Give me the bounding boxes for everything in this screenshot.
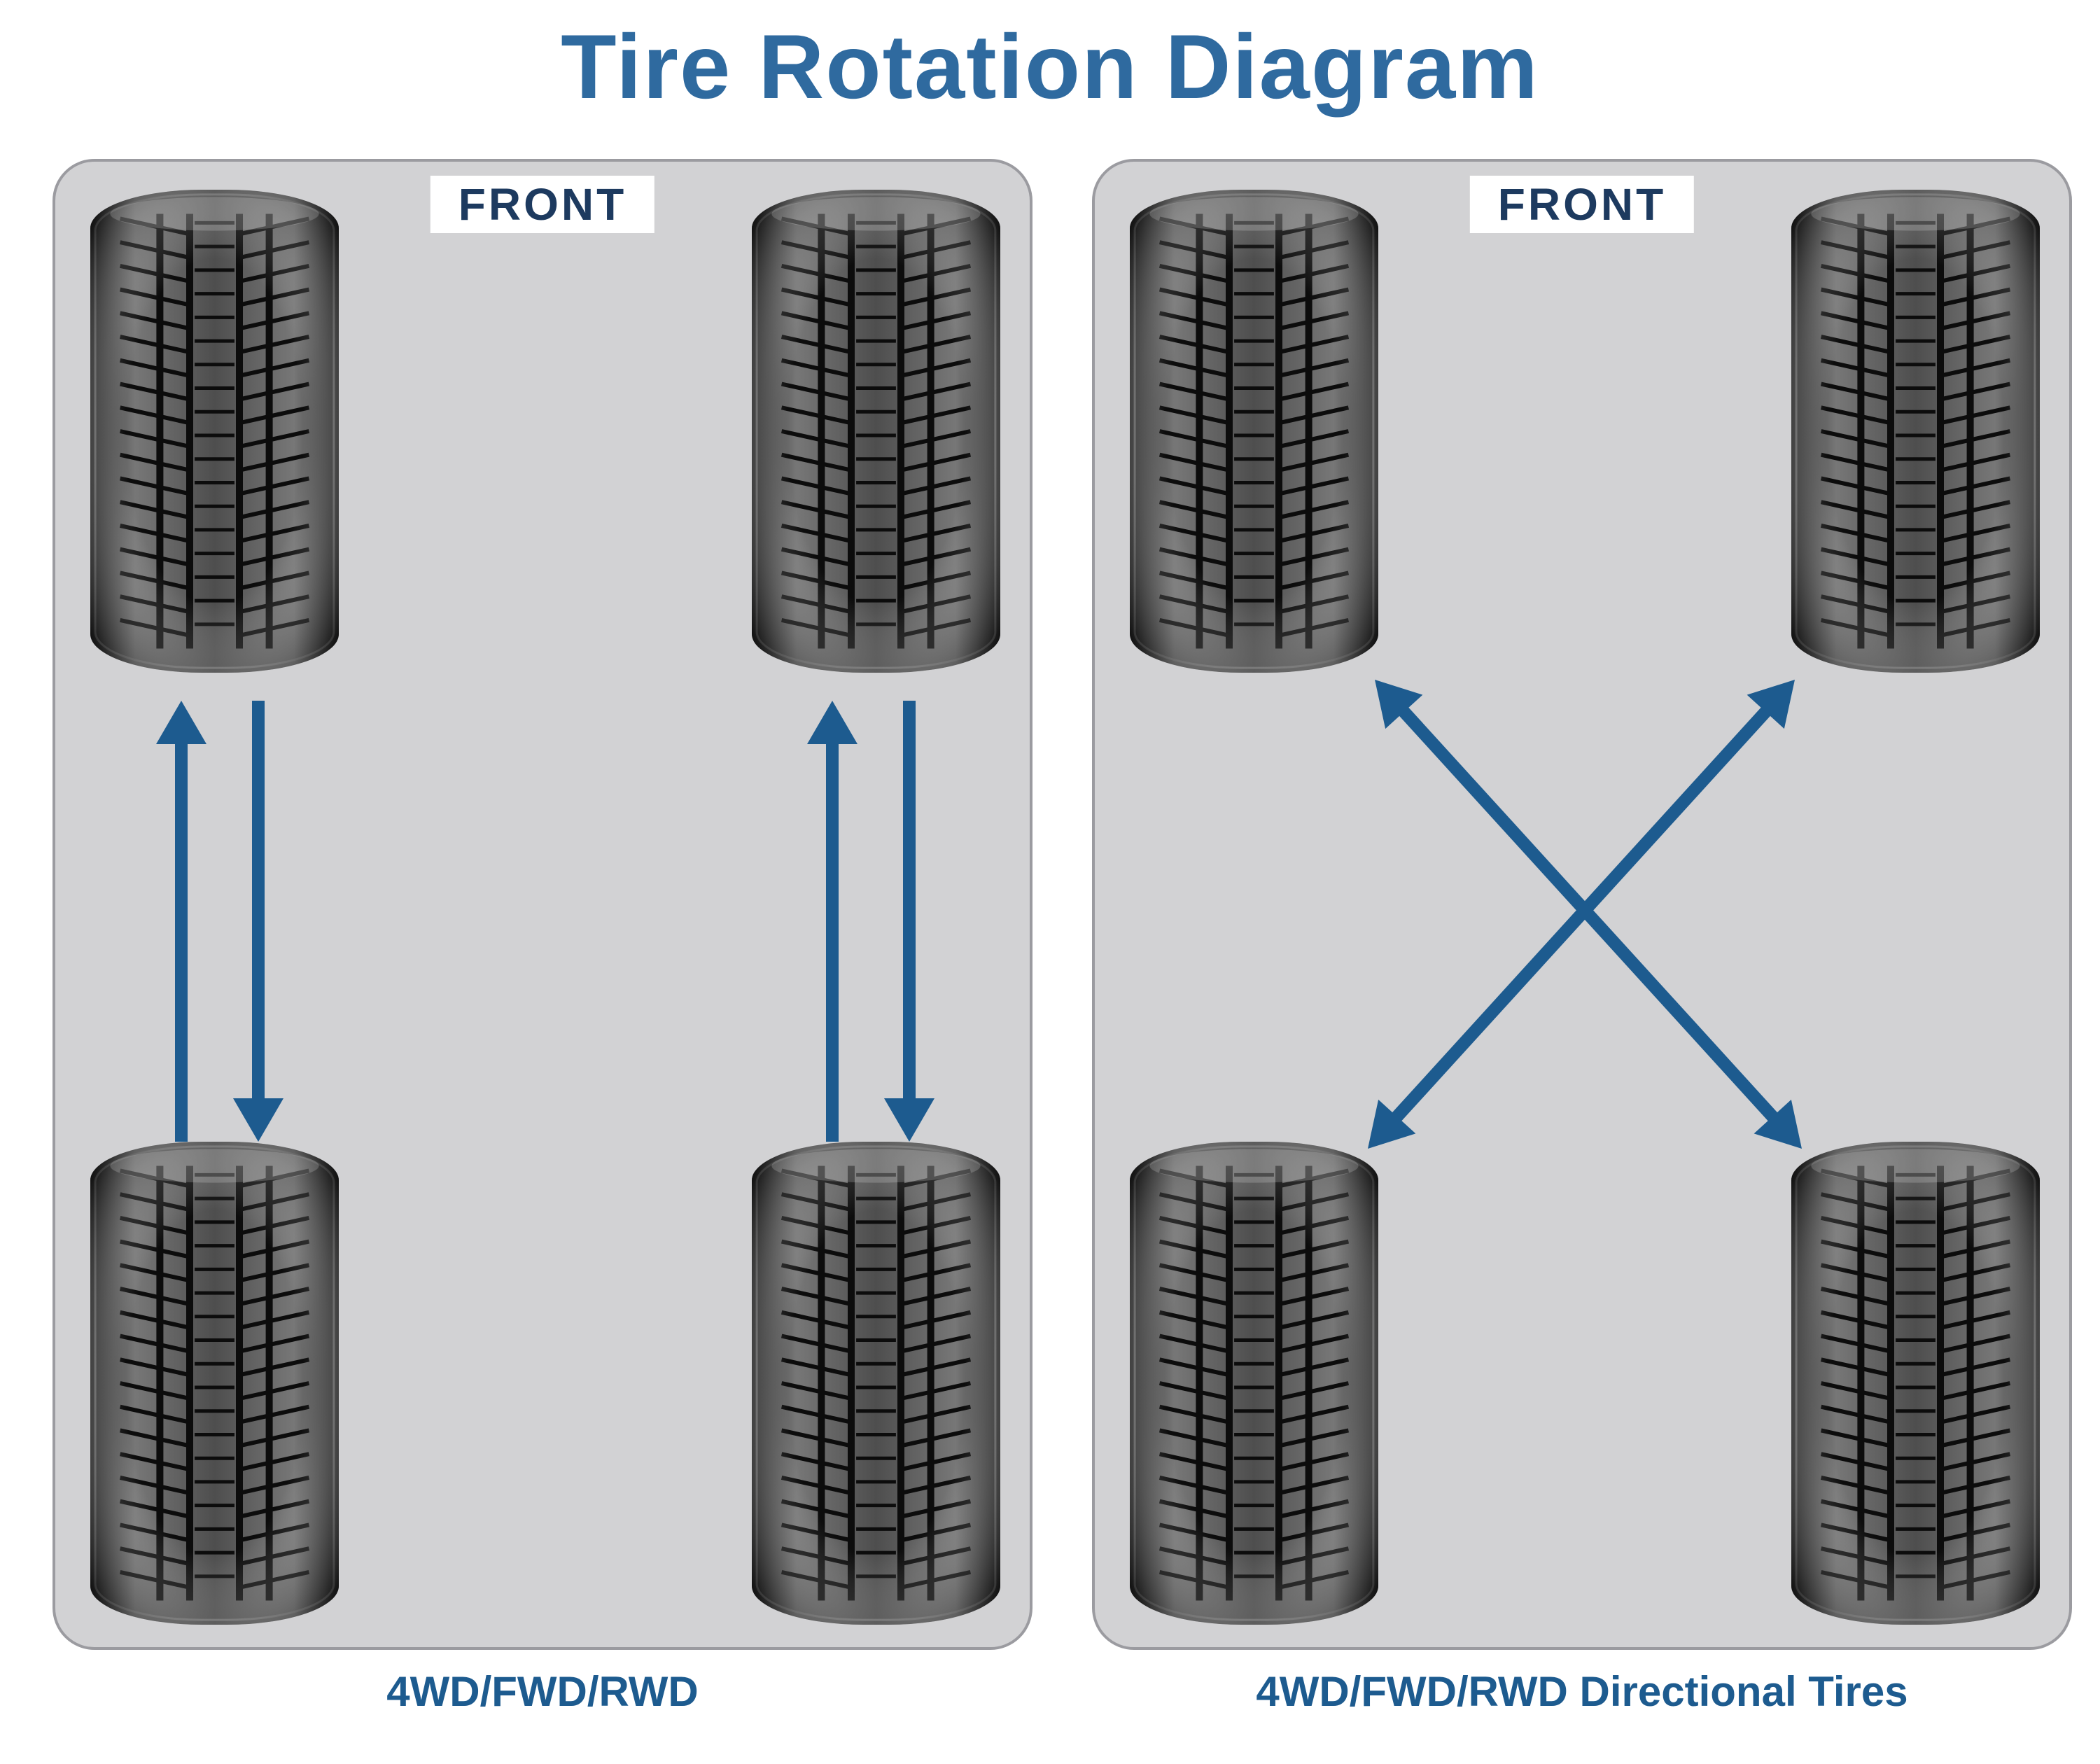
tire-rr <box>1791 1142 2040 1625</box>
caption-right: 4WD/FWD/RWD Directional Tires <box>1092 1667 2072 1716</box>
tire-rotation-diagram: Tire Rotation Diagram FRONT <box>0 0 2100 1764</box>
diagram-title: Tire Rotation Diagram <box>0 14 2100 119</box>
panel-standard: FRONT <box>52 159 1032 1650</box>
caption-left: 4WD/FWD/RWD <box>52 1667 1032 1716</box>
tire-fr <box>1791 190 2040 673</box>
tire-rr <box>752 1142 1000 1625</box>
tire-fr <box>752 190 1000 673</box>
tire-rl <box>1130 1142 1378 1625</box>
tire-fl <box>1130 190 1378 673</box>
panel-directional: FRONT <box>1092 159 2072 1650</box>
tire-fl <box>90 190 339 673</box>
tire-rl <box>90 1142 339 1625</box>
